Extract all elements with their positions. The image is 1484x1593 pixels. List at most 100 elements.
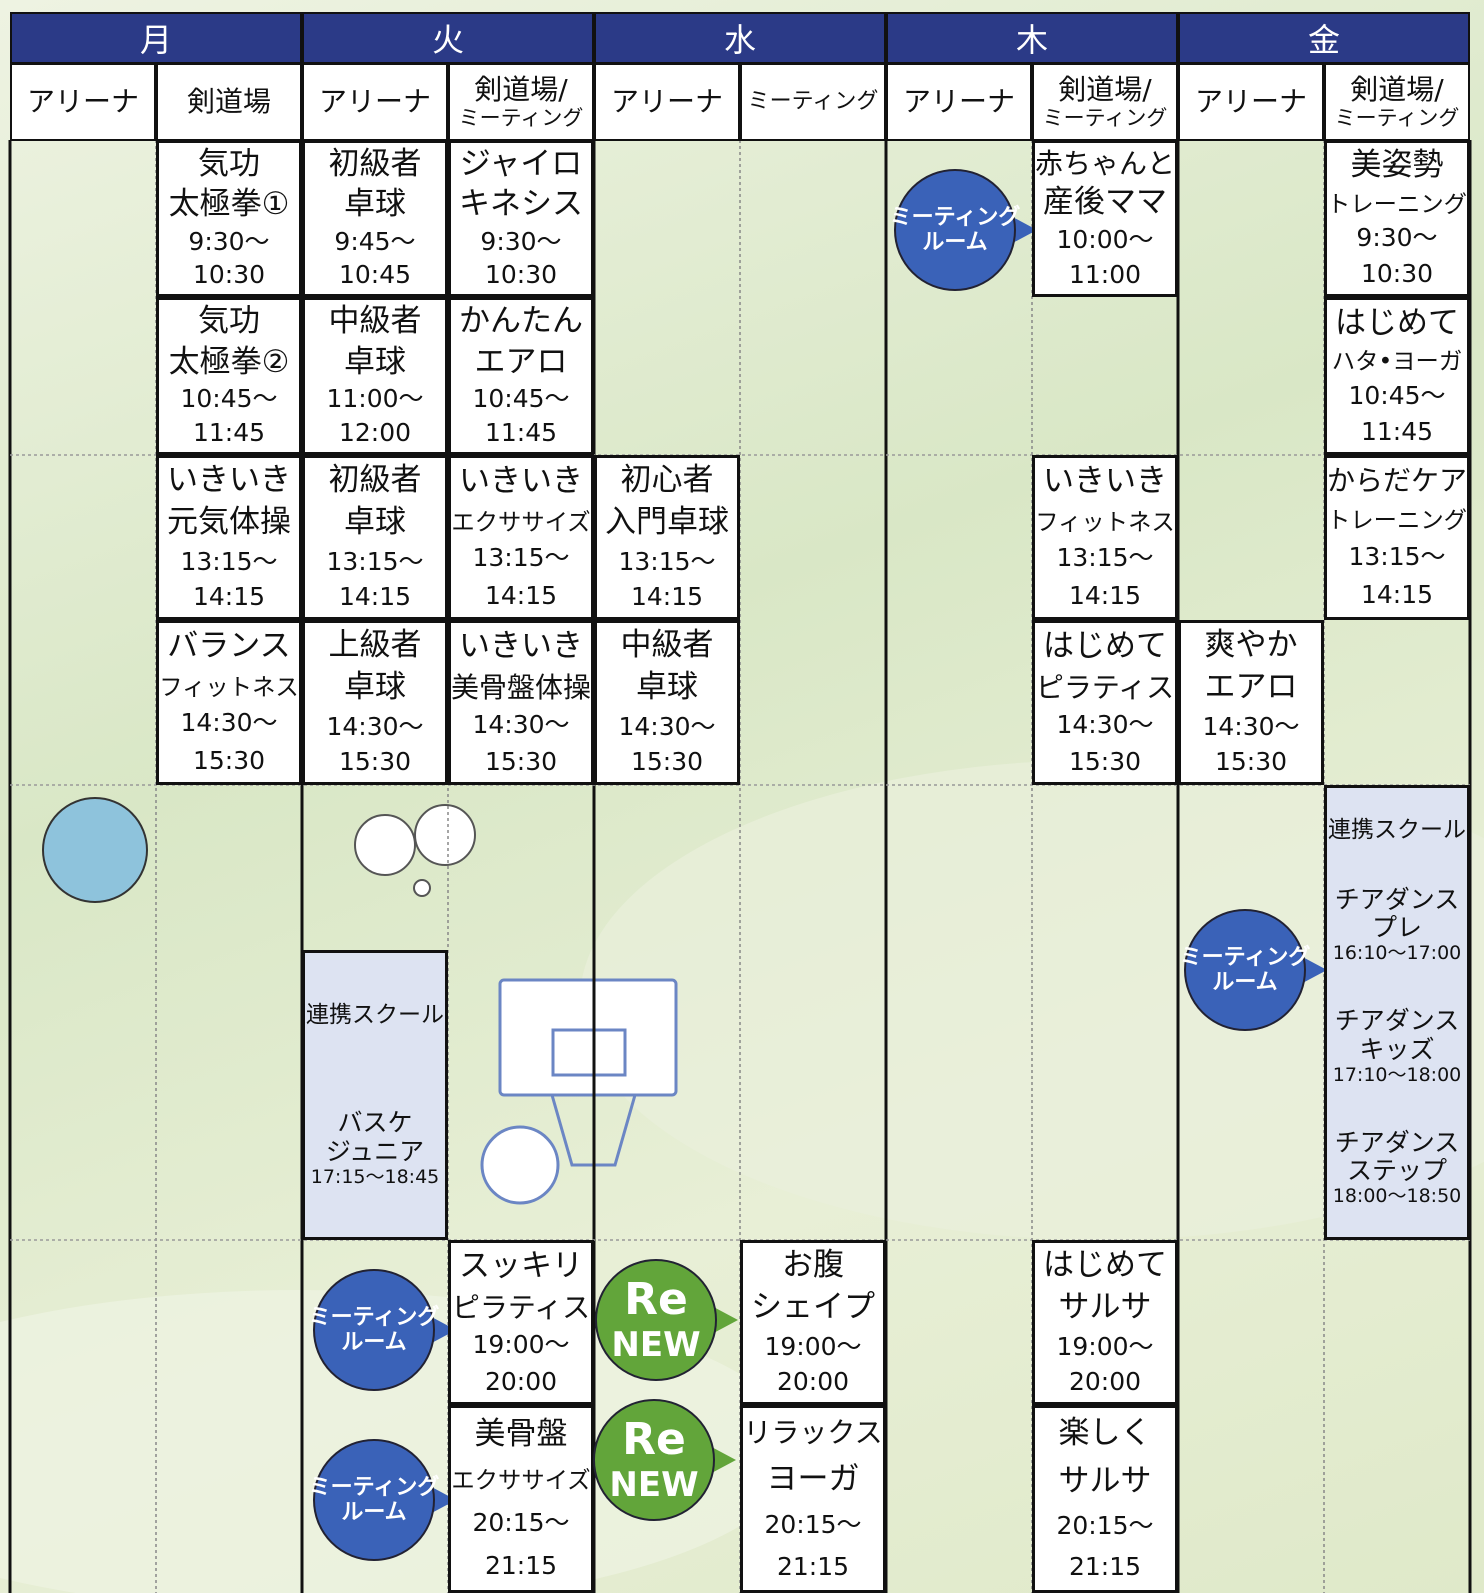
- class-title: 卓球: [636, 669, 698, 706]
- venue-name: 剣道場: [186, 84, 271, 118]
- class-time: 19:00〜: [1056, 1331, 1154, 1361]
- class-cell: 爽やか エアロ 14:30〜 15:30: [1178, 620, 1324, 785]
- class-title: キネシス: [459, 186, 583, 223]
- program-title: プレ: [1371, 913, 1422, 943]
- program-time: 16:10〜17:00: [1332, 942, 1462, 965]
- class-title: 元気体操: [167, 504, 291, 541]
- school-block: 連携スクール チアダンス プレ 16:10〜17:00 チアダンス キッズ 17:10〜18…: [1324, 785, 1470, 1240]
- badge-line: ミーティング: [889, 204, 1021, 230]
- badge-text: Re NEW: [592, 1398, 716, 1522]
- program-title: ステップ: [1346, 1156, 1447, 1186]
- class-title: 中級者: [328, 303, 422, 340]
- class-title: 気功: [198, 303, 260, 340]
- class-title: 卓球: [344, 504, 406, 541]
- class-title: エクササイズ: [451, 507, 591, 536]
- class-time: 11:00: [1068, 259, 1142, 289]
- class-time: 14:15: [1360, 580, 1434, 610]
- class-title: かんたん: [459, 303, 583, 340]
- class-title: 入門卓球: [605, 504, 729, 541]
- class-title: いきいき: [459, 463, 583, 500]
- class-time: 10:45: [338, 259, 412, 289]
- class-time: 11:45: [192, 417, 266, 447]
- school-label: 連携スクール: [306, 1001, 444, 1028]
- class-time: 14:30〜: [618, 711, 716, 741]
- class-time: 10:30: [192, 259, 266, 289]
- school-block: 連携スクール バスケ ジュニア 17:15〜18:45: [302, 950, 448, 1240]
- class-title: 初級者: [328, 146, 422, 183]
- class-title: エアロ: [1204, 669, 1298, 706]
- class-cell: 美骨盤 エクササイズ 20:15〜 21:15: [448, 1405, 594, 1593]
- class-time: 15:30: [1068, 746, 1142, 776]
- class-time: 15:30: [1214, 746, 1288, 776]
- venue-name: アリーナ: [1194, 84, 1307, 118]
- class-title: 気功: [198, 146, 260, 183]
- class-time: 13:15〜: [1056, 543, 1154, 573]
- class-title: 初級者: [328, 462, 422, 499]
- class-time: 21:15: [484, 1550, 558, 1580]
- class-cell: スッキリ ピラティス 19:00〜 20:00: [448, 1240, 594, 1405]
- class-title: 上級者: [328, 627, 422, 664]
- program-title: バスケ: [337, 1108, 413, 1138]
- class-time: 14:15: [192, 581, 266, 611]
- badge-line: ミーティング: [1179, 944, 1311, 970]
- class-time: 20:00: [1068, 1366, 1142, 1396]
- class-time: 19:00〜: [764, 1331, 862, 1361]
- venue-name: ミーティング: [1042, 106, 1168, 131]
- program-title: チアダンス: [1334, 1127, 1460, 1157]
- class-title: エクササイズ: [451, 1466, 591, 1495]
- class-time: 11:45: [1360, 416, 1434, 446]
- venue-name: アリーナ: [902, 84, 1015, 118]
- class-cell: 中級者 卓球 14:30〜 15:30: [594, 620, 740, 785]
- class-time: 10:45〜: [180, 384, 278, 414]
- day-header: 火: [302, 12, 594, 64]
- class-title: エアロ: [474, 343, 568, 380]
- class-cell: 上級者 卓球 14:30〜 15:30: [302, 620, 448, 785]
- class-cell: いきいき フィットネス 13:15〜 14:15: [1032, 455, 1178, 620]
- program-title: チアダンス: [1334, 1006, 1460, 1036]
- class-title: ヨーガ: [766, 1460, 860, 1497]
- class-title: フィットネス: [159, 672, 299, 701]
- class-title: 初心者: [620, 462, 714, 499]
- class-title: 楽しく: [1058, 1415, 1152, 1452]
- class-time: 10:45〜: [1348, 380, 1446, 410]
- venue-name: アリーナ: [318, 84, 431, 118]
- class-cell: 初心者 入門卓球 13:15〜 14:15: [594, 455, 740, 620]
- badge-line: ルーム: [341, 1500, 407, 1525]
- class-title: リラックス: [743, 1415, 883, 1449]
- venue-header: アリーナ: [594, 63, 740, 141]
- class-cell: 初級者 卓球 13:15〜 14:15: [302, 455, 448, 620]
- program-time: 17:15〜18:45: [310, 1165, 440, 1188]
- program-title: チアダンス: [1334, 884, 1460, 914]
- venue-name: 剣道場/: [474, 72, 568, 106]
- badge-text: ミーティング ルーム: [890, 168, 1021, 292]
- class-title: ピラティス: [1035, 670, 1175, 704]
- badge: ミーティング ルーム: [309, 1438, 460, 1562]
- class-cell: はじめて ハタ•ヨーガ 10:45〜 11:45: [1324, 297, 1470, 455]
- badge-shape: [595, 1259, 738, 1381]
- venue-name: 剣道場/: [1058, 72, 1152, 106]
- class-title: 卓球: [344, 669, 406, 706]
- badge-line: NEW: [611, 1324, 701, 1365]
- class-time: 14:30〜: [326, 711, 424, 741]
- class-title: ジャイロ: [459, 146, 583, 183]
- venue-header: アリーナ: [302, 63, 448, 141]
- class-time: 14:15: [630, 581, 704, 611]
- class-cell: 中級者 卓球 11:00〜 12:00: [302, 297, 448, 455]
- class-title: トレーニング: [1327, 189, 1467, 218]
- badge: ミーティング ルーム: [890, 168, 1041, 292]
- class-time: 14:30〜: [1056, 710, 1154, 740]
- class-time: 20:15〜: [1056, 1511, 1154, 1541]
- school-program: チアダンス プレ 16:10〜17:00: [1332, 884, 1462, 965]
- class-time: 13:15〜: [180, 546, 278, 576]
- class-time: 15:30: [192, 745, 266, 775]
- class-time: 9:30〜: [480, 226, 562, 256]
- class-time: 9:30〜: [188, 226, 270, 256]
- venue-name: ミーティング: [1334, 106, 1460, 131]
- class-title: 産後ママ: [1043, 184, 1167, 221]
- class-cell: からだケア トレーニング 13:15〜 14:15: [1324, 455, 1470, 620]
- program-time: 18:00〜18:50: [1332, 1185, 1462, 1208]
- class-cell: はじめて ピラティス 14:30〜 15:30: [1032, 620, 1178, 785]
- class-time: 10:30: [484, 259, 558, 289]
- class-time: 14:15: [338, 581, 412, 611]
- class-title: いきいき: [167, 462, 291, 499]
